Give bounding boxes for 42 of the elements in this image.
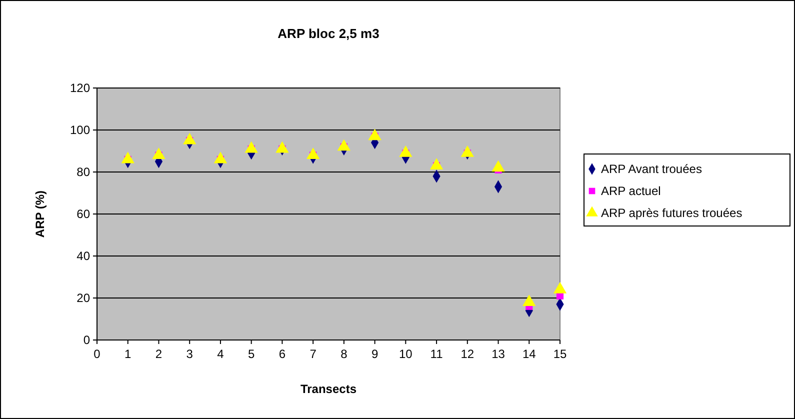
x-tick-label: 14 xyxy=(522,347,536,361)
point xyxy=(460,146,474,157)
x-tick-label: 0 xyxy=(94,347,101,361)
x-tick-label: 10 xyxy=(398,347,413,361)
legend-label: ARP après futures trouées xyxy=(601,206,742,220)
x-tick-label: 8 xyxy=(340,347,348,361)
point xyxy=(244,141,258,153)
point xyxy=(430,158,444,170)
point xyxy=(492,160,505,172)
y-tick-label: 80 xyxy=(76,165,90,180)
y-tick-label: 60 xyxy=(76,207,90,222)
x-tick-label: 15 xyxy=(553,347,567,361)
x-tick-label: 6 xyxy=(278,347,286,361)
x-axis-title: Transects xyxy=(300,382,357,396)
x-tick-label: 11 xyxy=(430,347,444,361)
point xyxy=(152,148,166,159)
x-tick-label: 5 xyxy=(248,347,255,361)
chart-title: ARP bloc 2,5 m3 xyxy=(278,26,380,41)
legend-label: ARP actuel xyxy=(601,184,661,198)
y-tick-label: 120 xyxy=(70,81,90,96)
x-tick-label: 4 xyxy=(217,347,224,361)
x-tick-label: 13 xyxy=(492,347,506,361)
x-tick-label: 2 xyxy=(155,347,162,361)
legend-label: ARP Avant trouées xyxy=(601,162,702,176)
x-tick-label: 3 xyxy=(186,347,194,361)
y-tick-label: 20 xyxy=(76,291,90,306)
point xyxy=(399,146,412,157)
x-tick-label: 7 xyxy=(310,347,317,361)
point xyxy=(306,148,320,159)
y-tick-label: 40 xyxy=(76,249,90,264)
point xyxy=(337,139,351,151)
point xyxy=(368,128,382,140)
x-tick-label: 9 xyxy=(371,347,378,361)
point xyxy=(121,152,134,164)
y-axis-title: ARP (%) xyxy=(33,190,47,238)
x-tick-label: 12 xyxy=(460,347,474,361)
point xyxy=(214,152,228,164)
y-tick-label: 0 xyxy=(83,333,90,348)
point xyxy=(276,141,289,153)
x-tick-label: 1 xyxy=(124,347,132,361)
y-tick-label: 100 xyxy=(70,123,90,138)
point xyxy=(183,132,196,144)
